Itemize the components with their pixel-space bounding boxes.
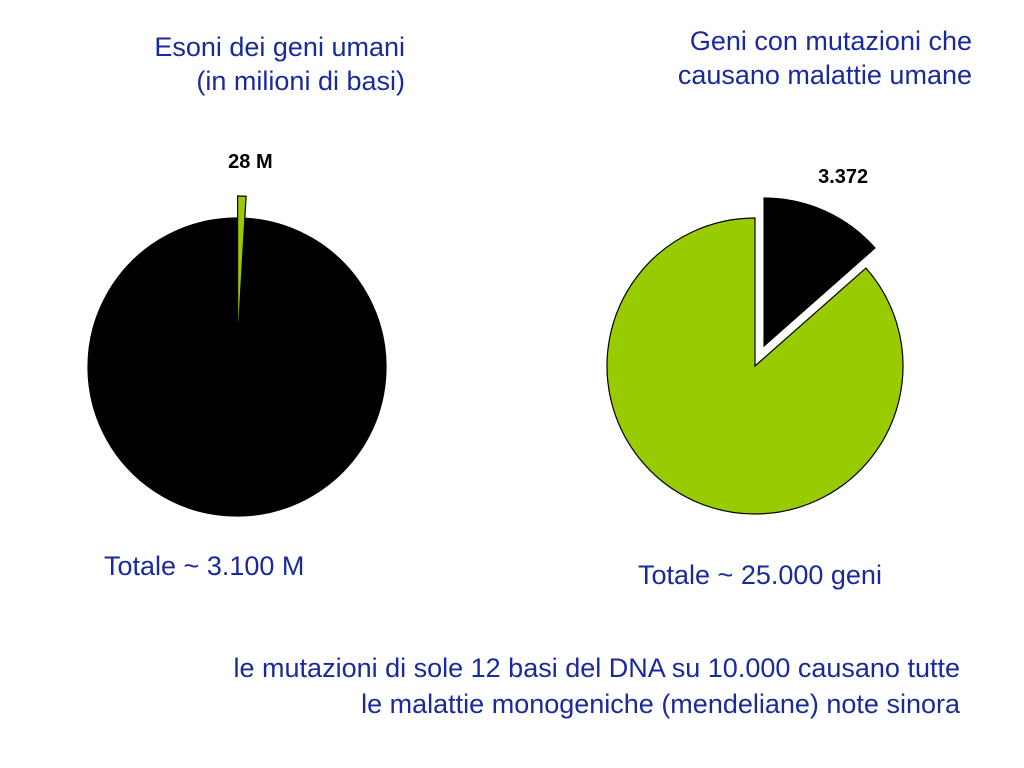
footnote-line-1: le mutazioni di sole 12 basi del DNA su … [233, 653, 960, 683]
right-pie-slice-2 [606, 217, 904, 515]
right-chart-title-line-2: causano malattie umane [677, 60, 972, 90]
left-chart-title-line-2: (in milioni di basi) [196, 66, 405, 96]
left-total-label: Totale ~ 3.100 M [104, 551, 305, 581]
right-total-label: Totale ~ 25.000 geni [638, 560, 882, 590]
left-pie-slice-1 [237, 195, 247, 346]
right-pie-data-label: 3.372 [818, 166, 868, 188]
footnote-line-2: le malattie monogeniche (mendeliane) not… [361, 689, 960, 719]
left-chart-title-line-1: Esoni dei geni umani [154, 32, 405, 62]
footnote: le mutazioni di sole 12 basi del DNA su … [20, 650, 960, 722]
right-chart-title: Geni con mutazioni che causano malattie … [540, 24, 972, 92]
right-chart-title-line-1: Geni con mutazioni che [689, 26, 972, 56]
left-chart-title: Esoni dei geni umani (in milioni di basi… [40, 30, 405, 98]
left-pie-data-label: 28 M [228, 151, 272, 173]
right-pie-slice-1 [763, 197, 876, 348]
left-pie-slice-2 [87, 217, 387, 517]
